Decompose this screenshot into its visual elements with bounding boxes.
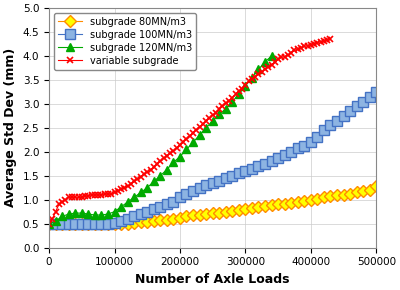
variable subgrade — [47, 222, 52, 225]
subgrade 80MN/m3 — [151, 220, 156, 223]
Legend: subgrade 80MN/m3, subgrade 100MN/m3, subgrade 120MN/m3, variable subgrade: subgrade 80MN/m3, subgrade 100MN/m3, sub… — [54, 13, 196, 70]
subgrade 120MN/m3 — [197, 133, 202, 137]
subgrade 80MN/m3 — [263, 205, 268, 208]
subgrade 120MN/m3 — [47, 222, 52, 225]
Line: variable subgrade: variable subgrade — [46, 37, 333, 226]
X-axis label: Number of Axle Loads: Number of Axle Loads — [136, 273, 290, 286]
subgrade 120MN/m3 — [210, 119, 215, 122]
subgrade 120MN/m3 — [191, 140, 196, 144]
subgrade 80MN/m3 — [145, 220, 150, 224]
subgrade 120MN/m3 — [243, 84, 248, 88]
subgrade 120MN/m3 — [171, 161, 176, 164]
variable subgrade — [92, 193, 97, 197]
subgrade 120MN/m3 — [79, 211, 84, 215]
subgrade 100MN/m3 — [374, 90, 379, 94]
subgrade 120MN/m3 — [230, 100, 235, 103]
subgrade 120MN/m3 — [204, 126, 208, 130]
subgrade 120MN/m3 — [145, 186, 150, 189]
Y-axis label: Average Std Dev (mm): Average Std Dev (mm) — [4, 48, 17, 207]
subgrade 120MN/m3 — [119, 205, 124, 209]
subgrade 100MN/m3 — [47, 222, 52, 225]
subgrade 120MN/m3 — [66, 212, 71, 216]
subgrade 120MN/m3 — [86, 212, 91, 216]
subgrade 120MN/m3 — [250, 76, 254, 79]
subgrade 120MN/m3 — [256, 68, 261, 71]
subgrade 80MN/m3 — [119, 222, 124, 225]
subgrade 120MN/m3 — [178, 155, 182, 158]
variable subgrade — [109, 192, 114, 196]
variable subgrade — [187, 134, 192, 138]
subgrade 120MN/m3 — [236, 93, 241, 96]
subgrade 120MN/m3 — [184, 148, 189, 151]
subgrade 120MN/m3 — [132, 195, 136, 199]
subgrade 100MN/m3 — [282, 153, 287, 157]
subgrade 120MN/m3 — [223, 107, 228, 110]
subgrade 120MN/m3 — [73, 211, 78, 215]
subgrade 120MN/m3 — [112, 210, 117, 213]
subgrade 100MN/m3 — [145, 210, 150, 213]
variable subgrade — [328, 37, 333, 41]
subgrade 120MN/m3 — [217, 113, 222, 116]
subgrade 120MN/m3 — [164, 168, 169, 171]
subgrade 80MN/m3 — [367, 188, 372, 192]
subgrade 120MN/m3 — [158, 174, 163, 177]
subgrade 120MN/m3 — [106, 212, 110, 216]
Line: subgrade 80MN/m3: subgrade 80MN/m3 — [45, 182, 380, 228]
subgrade 100MN/m3 — [119, 220, 124, 223]
subgrade 120MN/m3 — [99, 213, 104, 217]
subgrade 120MN/m3 — [125, 200, 130, 204]
subgrade 120MN/m3 — [138, 191, 143, 194]
variable subgrade — [276, 58, 280, 61]
Line: subgrade 120MN/m3: subgrade 120MN/m3 — [45, 52, 276, 228]
subgrade 80MN/m3 — [282, 202, 287, 205]
subgrade 100MN/m3 — [151, 208, 156, 211]
subgrade 120MN/m3 — [60, 215, 64, 218]
subgrade 120MN/m3 — [269, 54, 274, 58]
subgrade 120MN/m3 — [263, 60, 268, 64]
subgrade 120MN/m3 — [92, 213, 97, 217]
Line: subgrade 100MN/m3: subgrade 100MN/m3 — [44, 87, 381, 229]
subgrade 120MN/m3 — [151, 180, 156, 183]
subgrade 120MN/m3 — [53, 220, 58, 223]
variable subgrade — [164, 154, 169, 157]
variable subgrade — [128, 182, 133, 186]
subgrade 80MN/m3 — [374, 184, 379, 188]
subgrade 100MN/m3 — [367, 95, 372, 99]
subgrade 80MN/m3 — [47, 222, 52, 225]
subgrade 100MN/m3 — [263, 162, 268, 166]
